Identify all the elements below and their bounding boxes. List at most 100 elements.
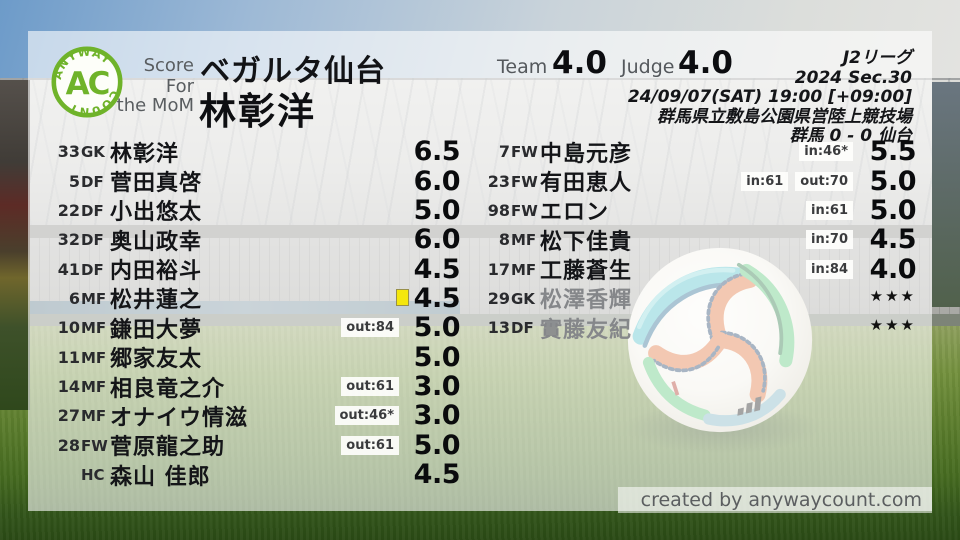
player-number-position: 22 DF <box>30 201 104 220</box>
jersey-number: 11 <box>57 347 80 367</box>
player-number-position: 33 GK <box>30 142 105 162</box>
jersey-number: 98 <box>487 200 510 220</box>
player-name: 小出悠太 <box>110 200 203 226</box>
player-name: 林彰洋 <box>110 141 180 167</box>
player-score: 5.5 <box>869 136 917 168</box>
player-row: 33 GK 林彰洋 6.5 <box>30 136 461 167</box>
mom-label: the MoM <box>116 95 194 116</box>
sub-badges: in:46* <box>799 142 853 162</box>
player-number-position: 8 MF <box>480 230 537 250</box>
player-row: 23 FW 有田恵人 in:61 out:70 5.0 <box>480 165 917 197</box>
sub-badges: out:46* <box>334 406 399 426</box>
position-label: FW <box>511 172 538 191</box>
position-label: MF <box>81 319 107 338</box>
player-number-position: 13 DF <box>480 318 534 337</box>
position-label: MF <box>511 231 537 250</box>
position-label: MF <box>81 289 107 308</box>
player-number-position: 7 FW <box>480 142 538 161</box>
sub-badges: out:84 <box>341 318 399 338</box>
unused-player-stars: ★★★ <box>864 283 916 314</box>
jersey-number: 41 <box>57 259 80 279</box>
jersey-number: 14 <box>57 377 80 397</box>
stars-label: ★★★ <box>869 286 916 305</box>
player-row: HC 森山 佳郎 4.5 <box>30 459 461 491</box>
player-name: 内田裕斗 <box>110 259 203 285</box>
player-name: 松井蓮之 <box>110 288 203 314</box>
sub-badge: out:84 <box>341 318 399 338</box>
player-score: 6.0 <box>413 224 461 256</box>
player-name: 鎌田大夢 <box>110 317 203 343</box>
player-number-position: HC <box>30 465 105 484</box>
player-score: 5.0 <box>869 165 917 197</box>
player-number-position: 23 FW <box>480 171 538 191</box>
jersey-number: 23 <box>487 171 510 191</box>
player-number-position: 11 MF <box>30 347 106 367</box>
photo-right-edge <box>932 82 960 307</box>
match-result: 群馬 0 - 0 仙台 <box>789 126 912 147</box>
player-row: 17 MF 工藤蒼生 in:84 4.0 <box>480 254 917 285</box>
jersey-number: 27 <box>57 406 80 426</box>
jersey-number: 8 <box>498 230 510 250</box>
sub-badge: out:46* <box>334 406 399 426</box>
player-score: 6.0 <box>413 165 461 197</box>
stars-label: ★★★ <box>869 316 916 335</box>
player-score: 4.5 <box>413 282 461 314</box>
unused-player-stars: ★★★ <box>864 312 916 343</box>
jersey-number: 29 <box>487 288 510 308</box>
player-row: 14 MF 相良竜之介 out:61 3.0 <box>30 371 461 402</box>
position-label: FW <box>81 436 108 455</box>
player-name: エロン <box>540 200 610 226</box>
sub-badge: out:61 <box>341 435 399 455</box>
player-score: 5.0 <box>413 341 461 373</box>
jersey-number: 5 <box>68 171 80 191</box>
sub-badge: in:84 <box>805 259 853 279</box>
player-score: 5.0 <box>413 429 461 461</box>
jersey-number: 28 <box>57 435 80 455</box>
position-label: HC <box>81 465 105 484</box>
player-score: 4.5 <box>413 253 461 285</box>
jersey-number: 32 <box>57 230 80 250</box>
player-number-position: 17 MF <box>480 259 537 279</box>
player-name: 菅原龍之助 <box>110 435 226 461</box>
player-number-position: 98 FW <box>480 200 538 220</box>
player-name: 森山 佳郎 <box>110 464 211 490</box>
sub-badges: out:61 <box>341 377 399 397</box>
match-info-block: J2リーグ 2024 Sec.30 24/09/07(SAT) 19:00 [+… <box>628 48 912 147</box>
team-score-label: Team <box>497 56 548 78</box>
player-score: 5.0 <box>413 312 461 344</box>
content-overlay-panel <box>28 31 932 511</box>
player-number-position: 29 GK <box>480 288 535 308</box>
position-label: MF <box>81 378 107 397</box>
player-score: 4.5 <box>413 459 461 491</box>
player-number-position: 14 MF <box>30 377 107 397</box>
score-for-label: Score For <box>143 55 194 97</box>
player-score: 3.0 <box>413 400 461 432</box>
player-score: 4.5 <box>869 224 917 256</box>
player-name: オナイウ情滋 <box>110 405 249 431</box>
judge-score-label: Judge <box>621 56 675 78</box>
sub-badge: in:61 <box>741 171 789 191</box>
position-label: MF <box>511 260 537 279</box>
player-row: 22 DF 小出悠太 5.0 <box>30 195 461 226</box>
team-score-value: 4.0 <box>552 45 607 81</box>
player-row: 5 DF 菅田真啓 6.0 <box>30 165 461 197</box>
player-number-position: 6 MF <box>30 289 107 308</box>
player-name: 實藤友紀 <box>540 317 633 343</box>
player-number-position: 41 DF <box>30 260 104 279</box>
sub-badge: in:70 <box>805 230 853 250</box>
player-name: 松下佳貴 <box>540 229 633 255</box>
position-label: GK <box>81 143 105 162</box>
position-label: MF <box>81 407 107 426</box>
jersey-number: 17 <box>487 259 510 279</box>
judge-score-value: 4.0 <box>678 45 733 81</box>
starters-column: 33 GK 林彰洋 6.5 5 DF 菅田真啓 6.0 22 DF 小出悠太 5.0 32 DF 奥山政幸 6… <box>30 136 461 491</box>
sub-badge: in:46* <box>799 142 853 162</box>
player-name: 郷家友太 <box>110 347 203 373</box>
jersey-number: 33 <box>57 142 80 162</box>
player-name: 有田恵人 <box>540 171 633 197</box>
position-label: GK <box>511 289 535 308</box>
jersey-number: 13 <box>487 318 510 338</box>
player-name: 菅田真啓 <box>110 171 203 197</box>
sub-badge: out:61 <box>341 377 399 397</box>
player-row: 27 MF オナイウ情滋 out:46* 3.0 <box>30 400 461 432</box>
